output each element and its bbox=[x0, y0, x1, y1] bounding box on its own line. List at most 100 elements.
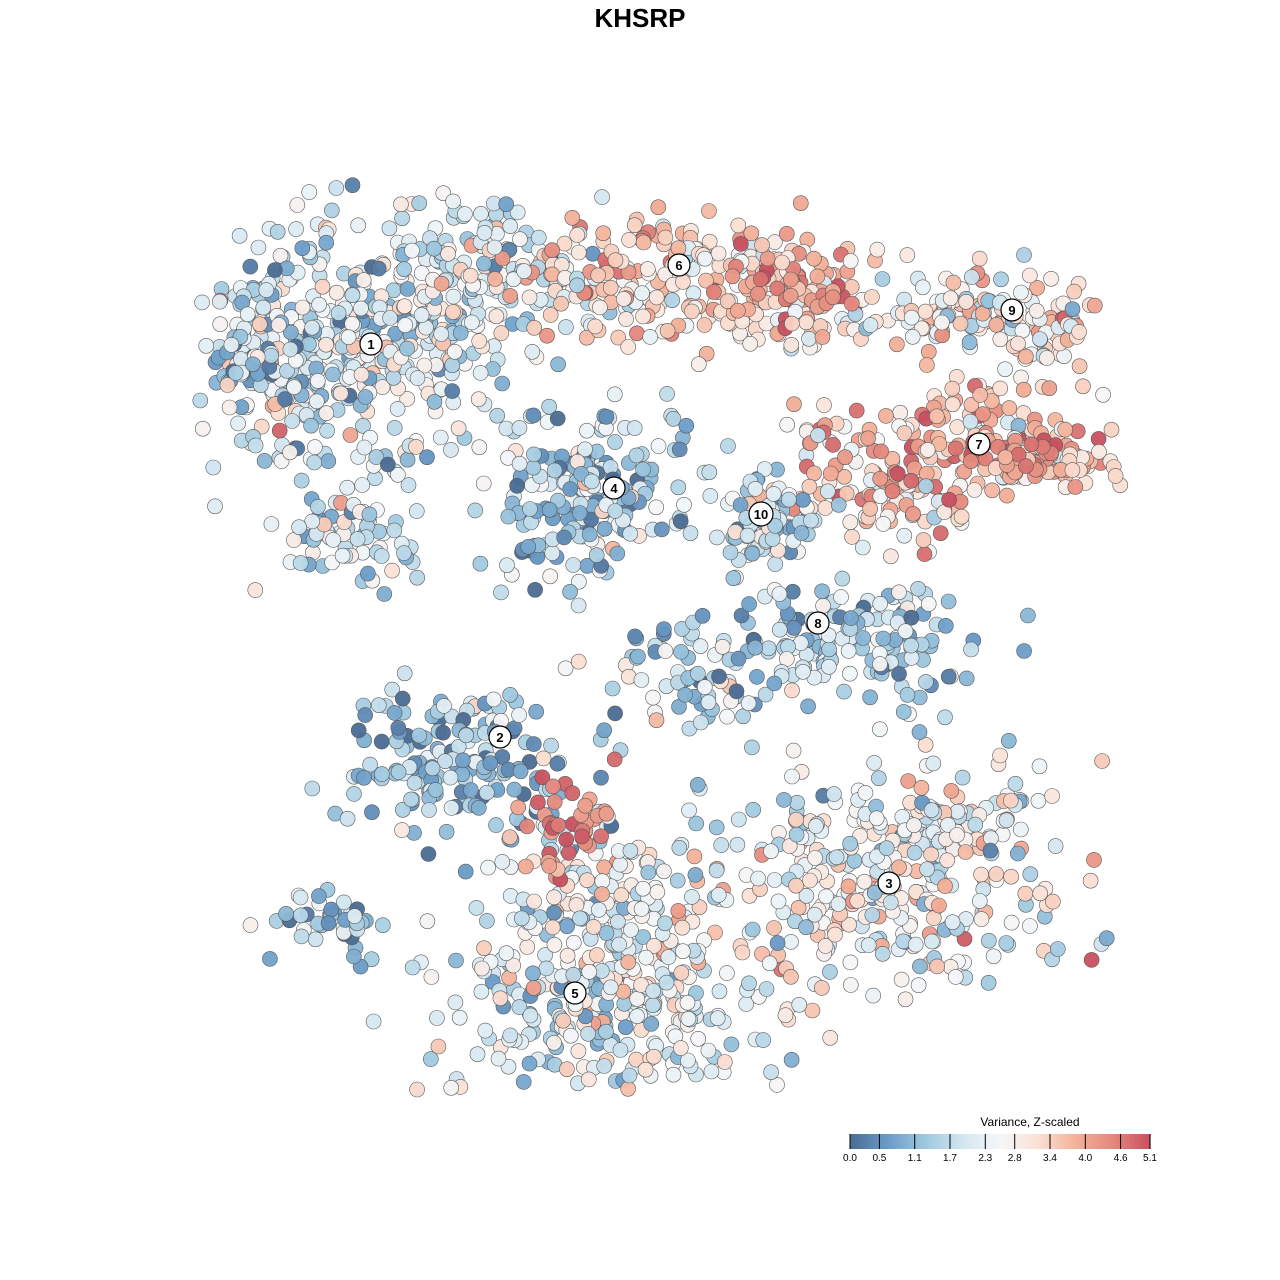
cell-point bbox=[580, 1026, 596, 1042]
cell-point bbox=[219, 377, 236, 393]
cell-point bbox=[515, 1074, 532, 1090]
cluster-label-text: 7 bbox=[975, 437, 982, 452]
cell-point bbox=[689, 776, 706, 793]
cell-point bbox=[687, 867, 704, 883]
cell-point bbox=[592, 299, 608, 316]
cell-point bbox=[279, 362, 295, 379]
cell-point bbox=[493, 325, 510, 341]
cell-point bbox=[579, 422, 595, 439]
cell-point bbox=[676, 496, 692, 513]
cell-point bbox=[498, 196, 515, 212]
cell-point bbox=[525, 965, 541, 982]
cell-point bbox=[462, 267, 479, 284]
cell-point bbox=[730, 650, 747, 667]
cell-point bbox=[892, 404, 909, 421]
cell-point bbox=[973, 911, 990, 927]
legend-color-segment bbox=[1045, 1134, 1049, 1149]
cell-point bbox=[740, 695, 757, 712]
cell-point bbox=[487, 271, 503, 287]
legend-color-segment bbox=[1120, 1134, 1124, 1149]
cell-point bbox=[590, 901, 607, 918]
cell-point bbox=[256, 453, 273, 469]
legend-color-segment bbox=[910, 1134, 914, 1149]
cell-point bbox=[917, 303, 934, 320]
cluster-label-circle bbox=[602, 476, 626, 500]
cell-point bbox=[192, 392, 209, 409]
cell-point bbox=[846, 852, 863, 869]
cluster-label-circle bbox=[877, 871, 901, 895]
cell-point bbox=[1044, 788, 1060, 804]
cell-point bbox=[513, 910, 530, 927]
cell-point bbox=[690, 356, 707, 373]
cell-point bbox=[612, 1042, 629, 1058]
cell-point bbox=[711, 668, 727, 685]
cell-point bbox=[1009, 845, 1026, 862]
cell-point bbox=[777, 1007, 794, 1024]
cell-point bbox=[895, 704, 912, 720]
cell-point bbox=[435, 724, 451, 741]
cell-point bbox=[422, 1051, 439, 1067]
cell-point bbox=[590, 267, 607, 284]
cell-point bbox=[842, 253, 859, 269]
cell-point bbox=[411, 195, 428, 211]
cell-point bbox=[242, 258, 259, 275]
cell-point bbox=[292, 555, 309, 571]
cell-point bbox=[1032, 331, 1048, 347]
cell-point bbox=[784, 682, 800, 699]
cell-point bbox=[361, 506, 378, 523]
cell-point bbox=[702, 488, 719, 504]
cell-point bbox=[432, 429, 449, 446]
legend-color-segment bbox=[1007, 1134, 1011, 1149]
cluster-label-circle bbox=[748, 501, 774, 527]
cell-point bbox=[963, 641, 979, 658]
cell-point bbox=[314, 278, 331, 295]
cell-point bbox=[891, 859, 907, 876]
legend-color-segment bbox=[1140, 1134, 1144, 1149]
cell-point bbox=[446, 343, 463, 360]
cell-point bbox=[490, 1050, 507, 1067]
cell-point bbox=[849, 892, 866, 909]
cell-point bbox=[813, 980, 830, 996]
cell-point bbox=[340, 329, 357, 346]
cell-point bbox=[817, 500, 834, 516]
cell-point bbox=[674, 919, 691, 936]
cell-point bbox=[899, 686, 916, 703]
cell-point bbox=[239, 306, 256, 323]
cell-point bbox=[438, 823, 455, 840]
cell-point bbox=[999, 487, 1015, 504]
cell-point bbox=[749, 669, 765, 685]
cell-point bbox=[947, 969, 964, 985]
cell-point bbox=[873, 443, 889, 460]
cell-point bbox=[505, 957, 522, 974]
cell-point bbox=[912, 958, 928, 975]
cell-point bbox=[444, 357, 461, 374]
cell-point bbox=[376, 586, 393, 602]
cell-point bbox=[622, 842, 639, 859]
legend-color-segment bbox=[1135, 1134, 1139, 1149]
cell-point bbox=[915, 532, 932, 548]
cell-point bbox=[553, 295, 569, 312]
cell-point bbox=[304, 319, 320, 336]
cell-point bbox=[546, 462, 563, 479]
cell-point bbox=[843, 610, 859, 626]
cell-point bbox=[783, 1052, 800, 1068]
cell-point bbox=[758, 981, 775, 997]
cell-point bbox=[764, 531, 781, 547]
cell-point bbox=[897, 991, 914, 1008]
cell-point bbox=[649, 884, 666, 900]
cell-point bbox=[792, 195, 809, 211]
cell-point bbox=[998, 935, 1015, 951]
legend-color-segment bbox=[865, 1134, 869, 1149]
cell-point bbox=[288, 221, 304, 237]
cell-point bbox=[688, 815, 705, 832]
cell-point bbox=[963, 396, 980, 413]
cell-point bbox=[884, 483, 901, 500]
cell-point bbox=[1045, 893, 1061, 910]
cell-point bbox=[409, 569, 426, 586]
cell-point bbox=[788, 811, 805, 828]
legend-color-segment bbox=[875, 1134, 879, 1149]
cell-point bbox=[766, 872, 783, 888]
cell-point bbox=[857, 785, 874, 801]
cell-point bbox=[714, 638, 731, 655]
cell-point bbox=[1047, 838, 1064, 854]
